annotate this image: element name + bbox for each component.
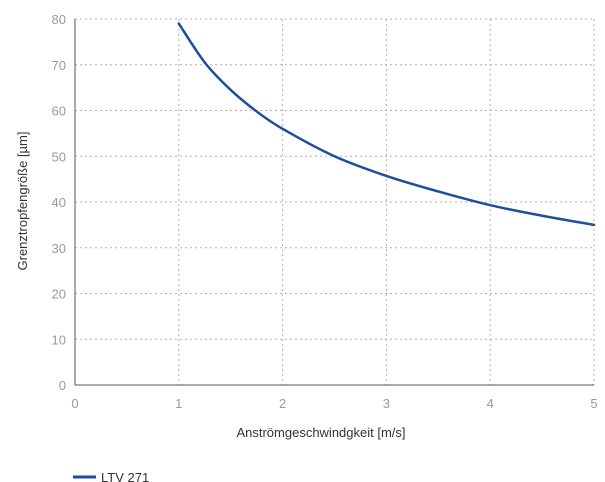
y-tick-label: 30	[52, 241, 66, 256]
x-tick-label: 5	[590, 396, 597, 411]
y-tick-label: 70	[52, 58, 66, 73]
x-tick-label: 4	[487, 396, 494, 411]
x-tick-label: 3	[383, 396, 390, 411]
y-tick-label: 50	[52, 149, 66, 164]
y-tick-label: 10	[52, 332, 66, 347]
y-tick-label: 0	[59, 378, 66, 393]
x-tick-label: 0	[71, 396, 78, 411]
y-tick-label: 20	[52, 287, 66, 302]
series-group	[177, 22, 596, 227]
y-tick-label: 40	[52, 195, 66, 210]
legend: LTV 271	[73, 470, 149, 482]
x-axis-title: Anströmgeschwindgkeit [m/s]	[236, 425, 405, 440]
x-tick-label: 1	[175, 396, 182, 411]
legend-label: LTV 271	[101, 470, 149, 482]
y-tick-label: 60	[52, 104, 66, 119]
grid-lines	[75, 18, 595, 385]
y-tick-label: 80	[52, 12, 66, 27]
x-tick-label: 2	[279, 396, 286, 411]
y-axis-title: Grenztropfengröße [µm]	[15, 132, 30, 271]
axes	[74, 19, 594, 386]
